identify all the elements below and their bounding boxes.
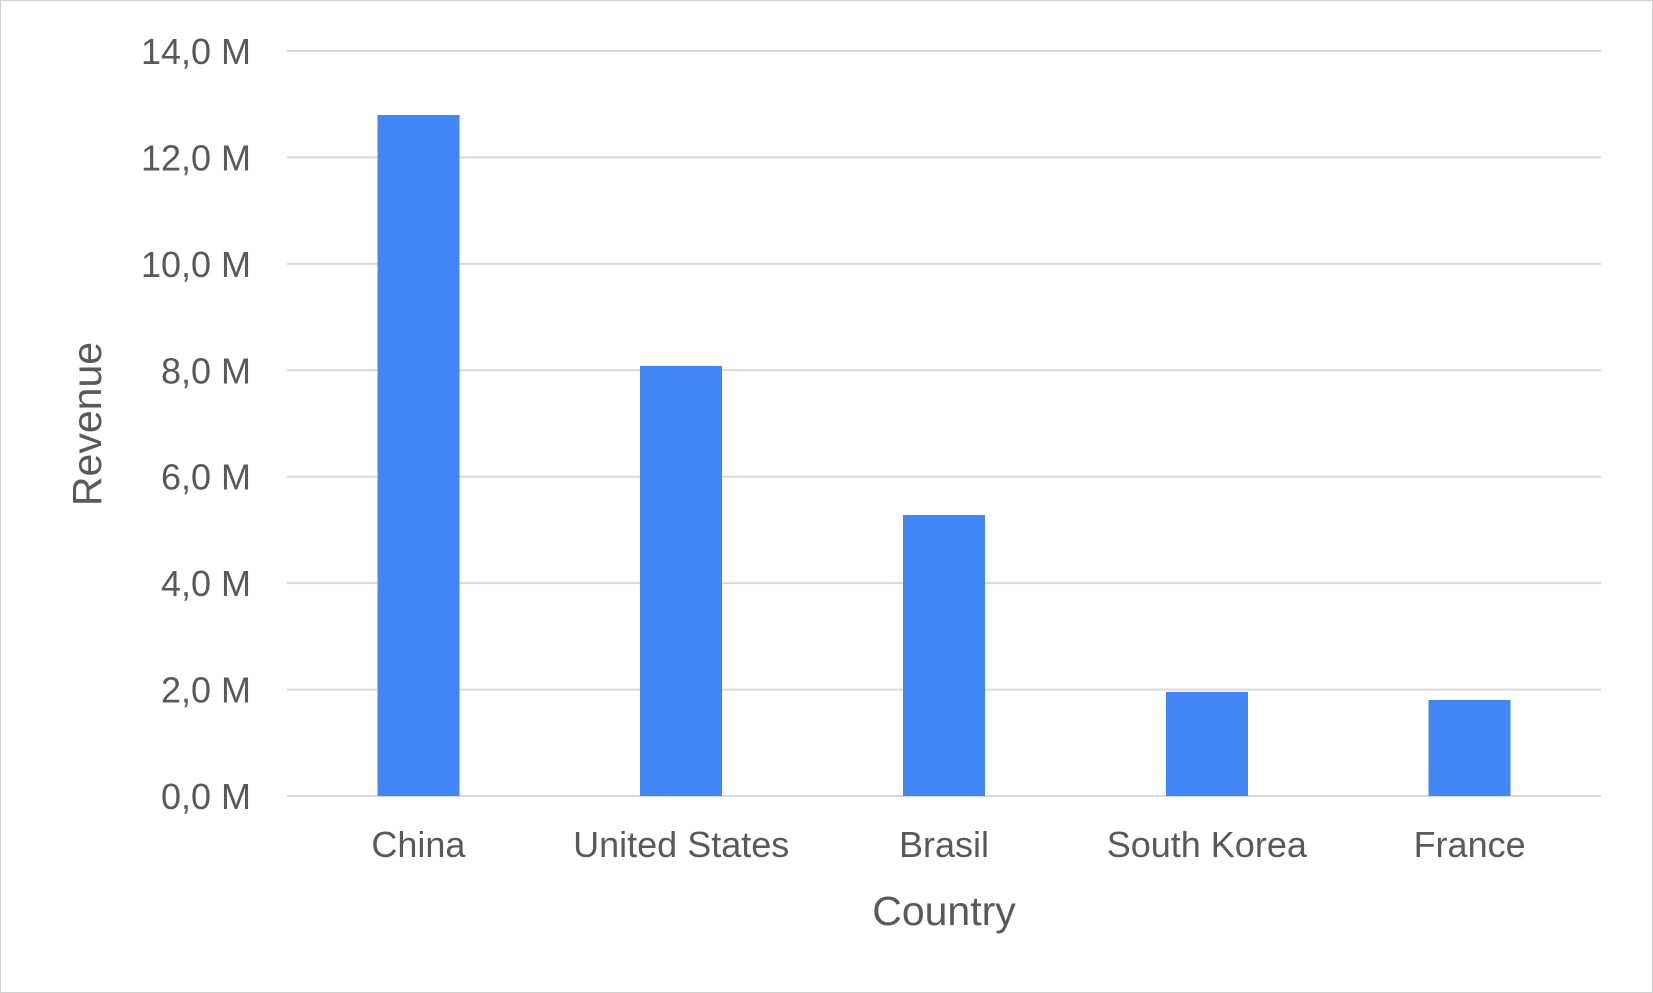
y-tick-label: 10,0 M: [141, 244, 251, 285]
bar-united-states: [640, 366, 723, 796]
gridlines: [287, 50, 1601, 797]
bar-south-korea: [1165, 692, 1248, 796]
y-tick-label: 12,0 M: [141, 137, 251, 178]
x-tick-label: South Korea: [1107, 824, 1308, 865]
x-tick-label: United States: [573, 824, 789, 865]
y-axis-title: Revenue: [64, 342, 110, 506]
x-axis-title: Country: [872, 888, 1016, 934]
bars: [377, 114, 1511, 797]
y-tick-label: 2,0 M: [161, 670, 251, 711]
y-tick-label: 0,0 M: [161, 776, 251, 817]
y-tick-label: 14,0 M: [141, 31, 251, 72]
y-tick-label: 6,0 M: [161, 457, 251, 498]
bar-france: [1428, 700, 1511, 796]
y-tick-label: 8,0 M: [161, 350, 251, 391]
y-tick-labels: 0,0 M 2,0 M 4,0 M 6,0 M 8,0 M 10,0 M 12,0 M 14,…: [141, 31, 251, 817]
x-tick-label: France: [1414, 824, 1526, 865]
x-tick-labels: China United States Brasil South Korea Franc…: [371, 824, 1525, 865]
y-tick-label: 4,0 M: [161, 563, 251, 604]
x-tick-label: Brasil: [899, 824, 989, 865]
x-tick-label: China: [371, 824, 466, 865]
bar-brasil: [903, 515, 985, 796]
bar-china: [377, 114, 460, 797]
